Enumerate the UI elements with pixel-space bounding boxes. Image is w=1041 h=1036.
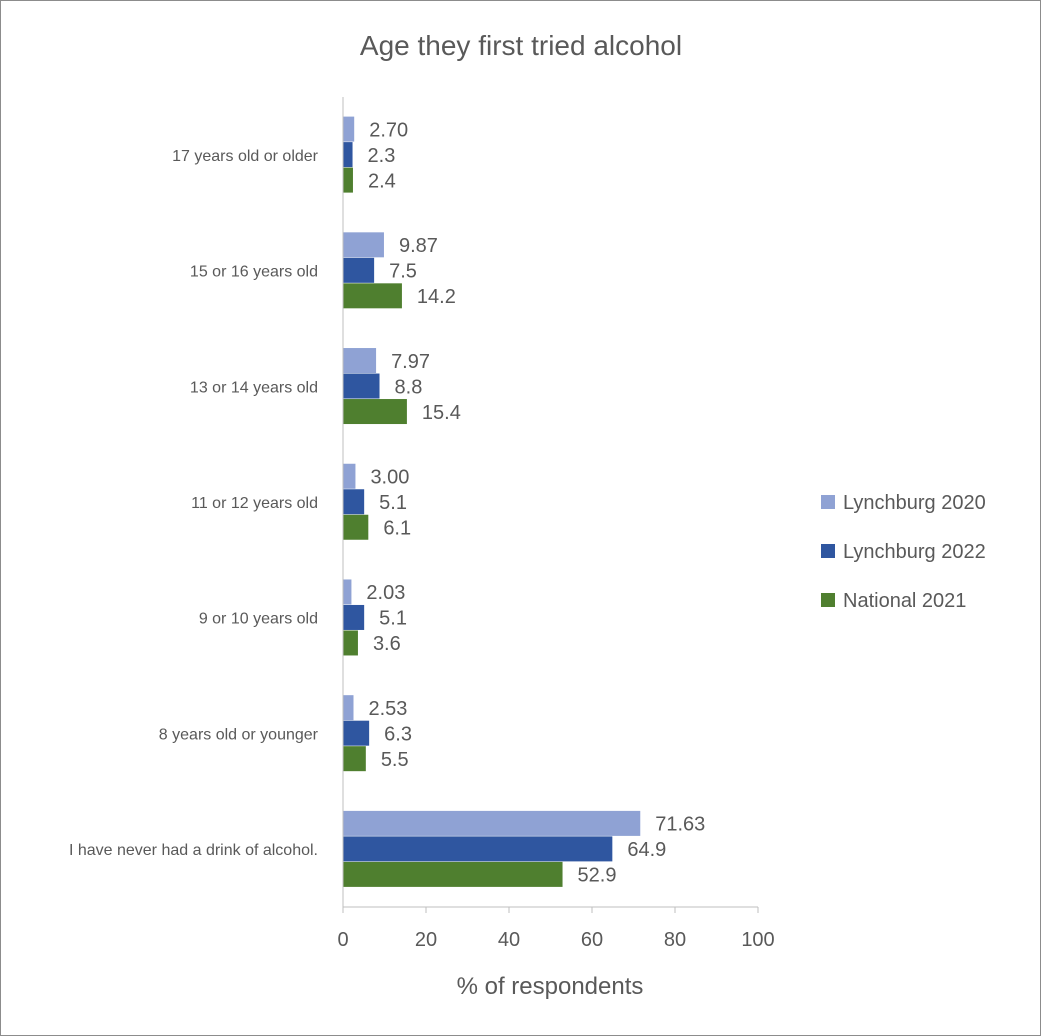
data-label: 6.3 (384, 723, 412, 745)
x-tick-label: 20 (415, 929, 437, 951)
data-label: 2.3 (368, 145, 396, 167)
category-label: 15 or 16 years old (190, 264, 318, 281)
data-label: 7.5 (389, 261, 417, 283)
category-label: 8 years old or younger (159, 726, 319, 743)
x-axis-title: % of respondents (457, 973, 644, 1000)
data-label: 71.63 (655, 814, 705, 836)
data-label: 64.9 (627, 839, 666, 861)
category-label: 11 or 12 years old (191, 495, 318, 512)
bar (343, 283, 402, 309)
data-label: 9.87 (399, 235, 438, 257)
data-label: 5.5 (381, 749, 409, 771)
x-tick-label: 60 (581, 929, 603, 951)
data-label: 8.8 (395, 376, 423, 398)
data-label: 5.1 (379, 492, 407, 514)
data-label: 2.53 (368, 698, 407, 720)
category-label: 17 years old or older (172, 148, 319, 165)
bar (343, 836, 613, 862)
x-tick-label: 0 (337, 929, 348, 951)
x-tick-label: 100 (741, 929, 774, 951)
data-label: 15.4 (422, 402, 461, 424)
bar (343, 630, 358, 656)
value-labels-group: 2.70 2.3 2.4 9.87 7.514.2 7.97 8.8 15.4 3.00 5.1 6… (366, 119, 705, 886)
data-label: 14.2 (417, 286, 456, 308)
legend-label: National 2021 (843, 590, 966, 612)
bar (343, 861, 563, 887)
bar (343, 399, 407, 425)
data-label: 2.70 (369, 119, 408, 141)
data-label: 2.03 (366, 582, 405, 604)
bar (343, 810, 641, 836)
axes-group: 0 20 40 60 80 100 (337, 97, 775, 951)
bar (343, 463, 356, 489)
category-label: I have never had a drink of alcohol. (69, 842, 318, 859)
bar (343, 373, 380, 399)
data-label: 3.6 (373, 633, 401, 655)
bar (343, 142, 353, 168)
bar (343, 514, 369, 540)
x-tick-label: 80 (664, 929, 686, 951)
legend-swatch (821, 593, 835, 607)
data-label: 5.1 (379, 608, 407, 630)
data-label: 3.00 (370, 467, 409, 489)
x-tick-label: 40 (498, 929, 520, 951)
bar (343, 232, 384, 258)
legend: Lynchburg 2020 Lynchburg 2022 National 202… (821, 492, 986, 612)
category-labels-group: 17 years old or older 15 or 16 years old 1… (69, 148, 319, 859)
bar (343, 604, 365, 630)
chart-title: Age they first tried alcohol (360, 30, 682, 61)
data-label: 52.9 (578, 865, 617, 887)
bar (343, 695, 354, 721)
bar (343, 579, 352, 605)
data-label: 6.1 (383, 518, 411, 540)
bar (343, 348, 377, 374)
bar (343, 257, 375, 283)
category-label: 13 or 14 years old (190, 379, 318, 396)
bar (343, 720, 370, 746)
legend-label: Lynchburg 2020 (843, 492, 986, 514)
data-label: 7.97 (391, 351, 430, 373)
legend-swatch (821, 544, 835, 558)
bars-group (343, 116, 641, 887)
bar (343, 167, 353, 193)
legend-label: Lynchburg 2022 (843, 541, 986, 563)
bar (343, 489, 365, 515)
data-label: 2.4 (368, 170, 396, 192)
category-label: 9 or 10 years old (199, 611, 318, 628)
legend-swatch (821, 495, 835, 509)
bar (343, 116, 355, 142)
bar (343, 746, 366, 772)
